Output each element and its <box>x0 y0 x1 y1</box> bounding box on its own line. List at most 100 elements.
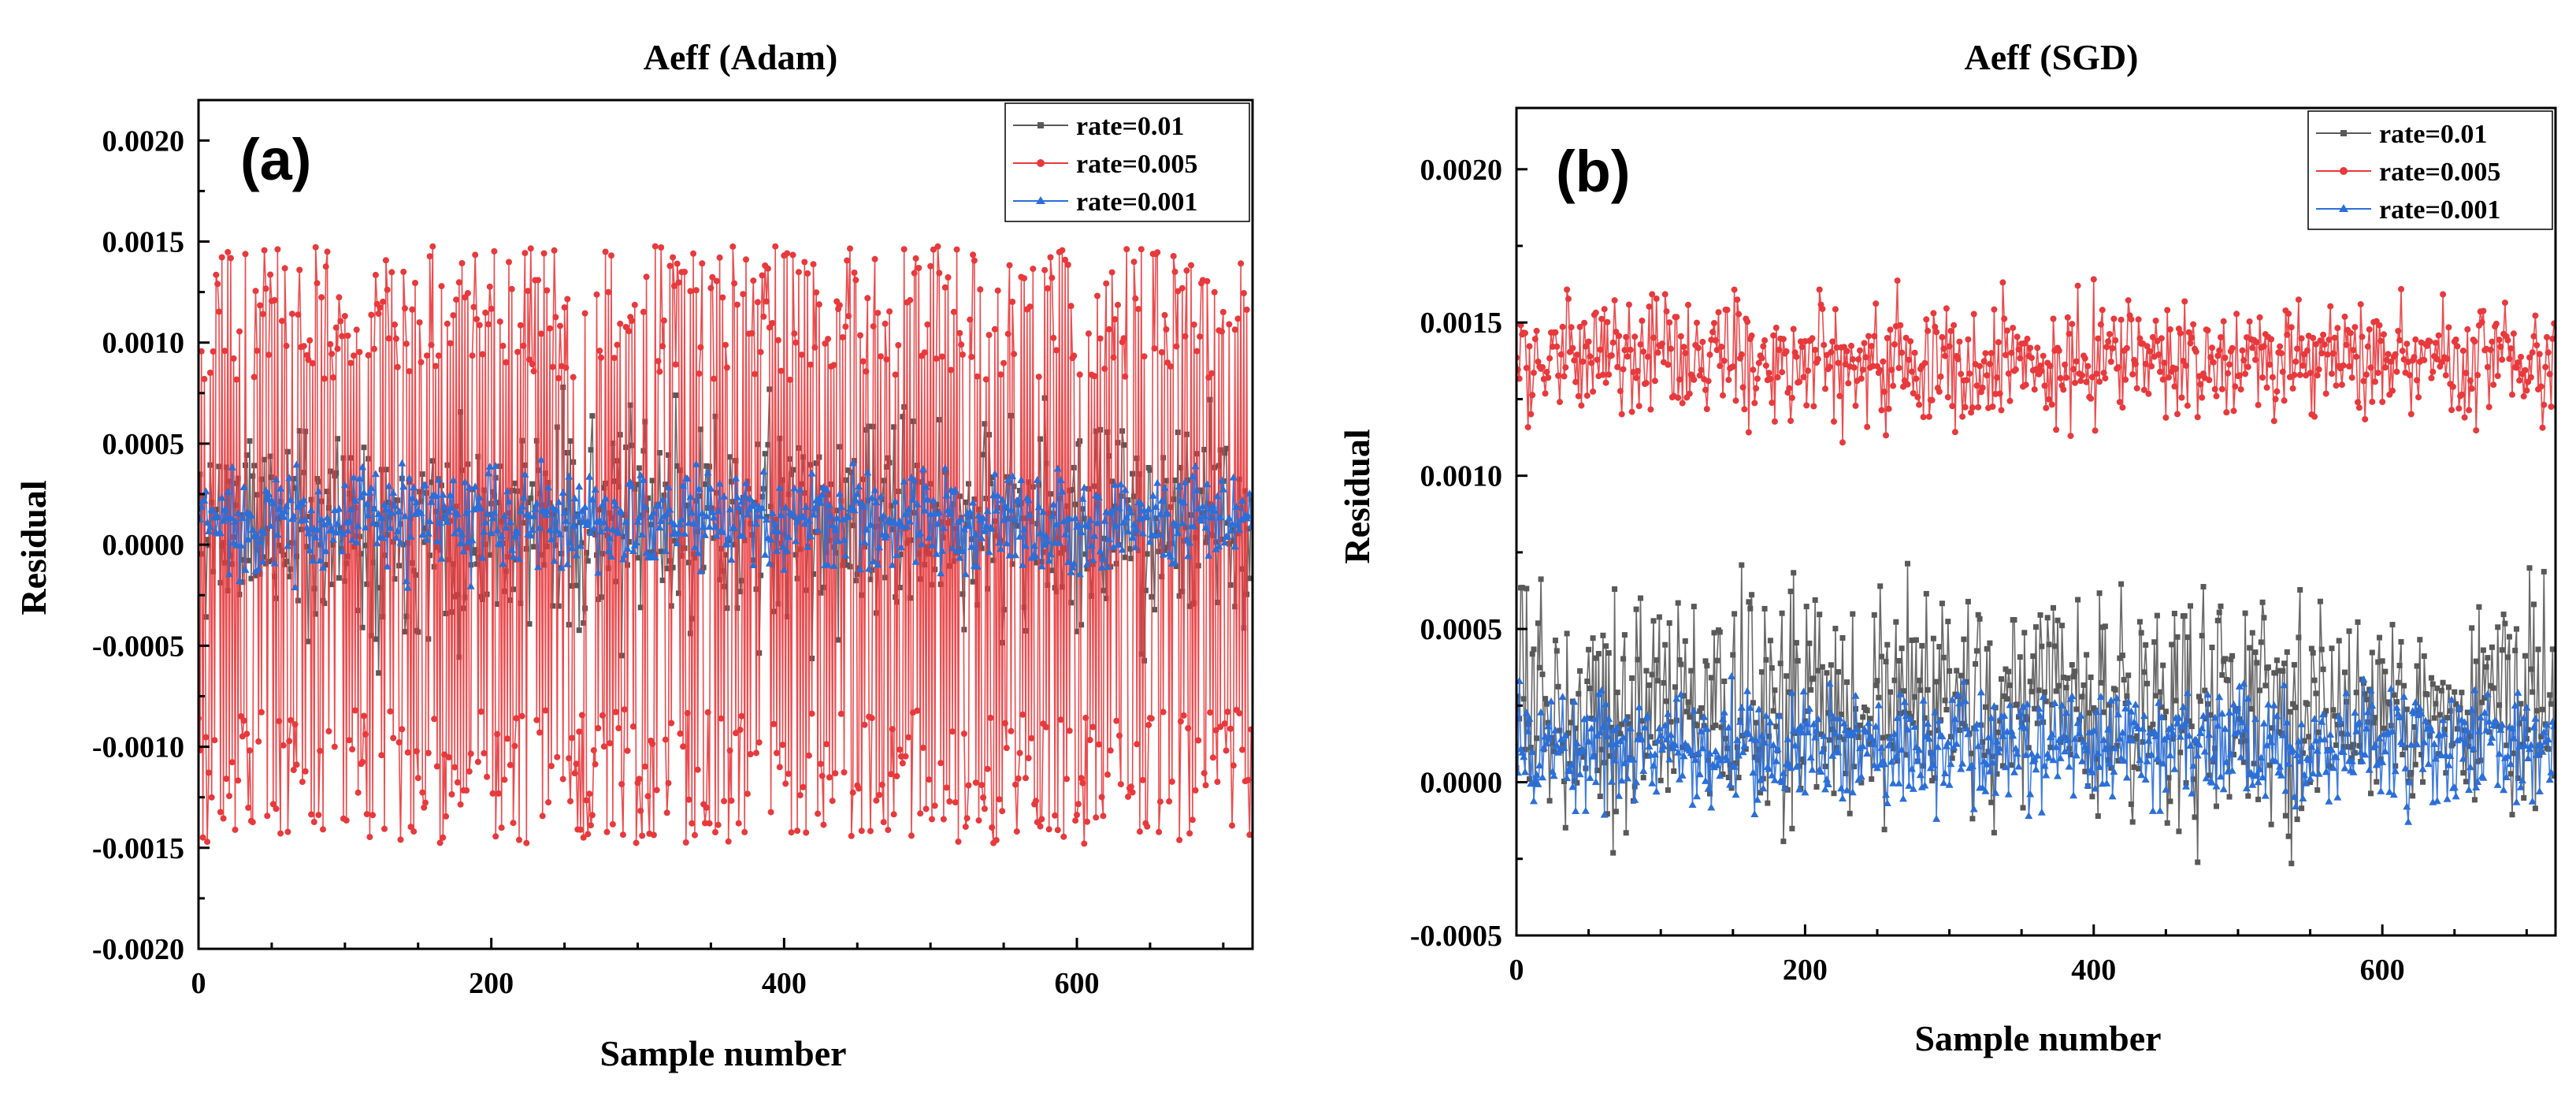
data-point <box>715 479 724 487</box>
data-point <box>977 286 984 293</box>
data-point <box>678 552 685 559</box>
data-point <box>893 551 901 559</box>
data-point <box>792 537 800 545</box>
data-point <box>670 564 676 571</box>
data-point <box>1679 400 1686 407</box>
data-point <box>535 277 542 284</box>
data-point <box>2092 427 2099 434</box>
y-tick-label: 0.0015 <box>102 226 185 259</box>
data-point <box>670 254 677 261</box>
data-point <box>277 499 284 505</box>
data-point <box>496 790 502 797</box>
data-point <box>1160 708 1167 716</box>
data-point <box>332 324 340 331</box>
data-point <box>1719 715 1727 723</box>
data-point <box>1081 840 1088 847</box>
data-point <box>823 741 830 748</box>
data-point <box>1050 334 1057 341</box>
data-point <box>2124 697 2132 705</box>
data-point <box>2338 381 2345 389</box>
data-point <box>1979 385 1986 391</box>
data-point <box>2003 327 2010 334</box>
data-point <box>458 260 466 266</box>
data-point <box>2377 757 2384 762</box>
data-point <box>2296 371 2303 378</box>
data-point <box>325 505 332 511</box>
data-point <box>1594 356 1601 363</box>
data-point <box>915 265 922 271</box>
data-point <box>2443 794 2452 802</box>
data-point <box>1690 706 1698 714</box>
data-point <box>545 480 551 485</box>
data-point <box>252 288 259 295</box>
data-point <box>351 544 357 550</box>
data-point <box>2229 700 2238 708</box>
data-point <box>1222 450 1228 456</box>
data-point <box>381 505 390 513</box>
data-point <box>664 565 670 571</box>
data-point <box>2270 701 2278 708</box>
data-point <box>2344 744 2351 750</box>
data-point <box>896 517 904 525</box>
data-point <box>2281 660 2288 667</box>
data-point <box>607 510 613 516</box>
data-point <box>2322 390 2329 397</box>
data-point <box>1603 732 1612 740</box>
data-point <box>2084 781 2092 789</box>
data-point <box>306 337 314 344</box>
data-point <box>2155 759 2162 765</box>
data-point <box>2299 362 2307 369</box>
data-point <box>734 503 743 511</box>
data-point <box>498 824 505 831</box>
data-point <box>749 532 755 538</box>
data-point <box>620 534 626 540</box>
data-point <box>919 465 927 473</box>
data-point <box>1958 759 1967 767</box>
data-point <box>2466 763 2474 771</box>
data-point <box>2427 726 2436 734</box>
data-point <box>382 257 389 264</box>
data-point <box>392 534 400 541</box>
data-point <box>1664 709 1672 717</box>
data-point <box>684 709 691 716</box>
data-point <box>295 597 301 604</box>
data-point <box>1576 690 1582 697</box>
data-point <box>2506 634 2512 640</box>
data-point <box>248 526 257 533</box>
data-point <box>840 536 848 543</box>
data-point <box>985 548 993 556</box>
data-point <box>1864 423 1871 430</box>
data-point <box>2358 757 2366 764</box>
data-point <box>1720 772 1726 777</box>
data-point <box>1093 428 1099 434</box>
data-point <box>1166 798 1173 805</box>
x-tick-label: 0 <box>1509 954 1524 987</box>
data-point <box>2096 590 2103 597</box>
data-point <box>288 716 295 723</box>
data-point <box>714 507 722 515</box>
y-tick-label: 0.0000 <box>1420 767 1503 800</box>
data-point <box>1204 551 1213 559</box>
data-point <box>582 605 588 612</box>
data-point <box>664 483 673 491</box>
data-point <box>2382 668 2389 675</box>
data-point <box>2147 348 2154 355</box>
data-point <box>1072 501 1078 508</box>
data-point <box>2501 299 2508 307</box>
data-point <box>1623 333 1630 340</box>
data-point <box>296 266 303 273</box>
data-point <box>1015 532 1024 540</box>
data-point <box>2174 634 2181 640</box>
data-point <box>690 551 696 557</box>
data-point <box>354 789 362 796</box>
data-point <box>537 330 544 337</box>
data-point <box>2463 779 2469 785</box>
data-point <box>649 508 658 516</box>
data-point <box>2196 729 2205 736</box>
data-point <box>599 518 608 526</box>
data-point <box>1130 258 1138 266</box>
data-point <box>926 551 932 557</box>
data-point <box>1238 505 1244 511</box>
data-point <box>1825 679 1834 687</box>
data-point <box>873 797 880 804</box>
